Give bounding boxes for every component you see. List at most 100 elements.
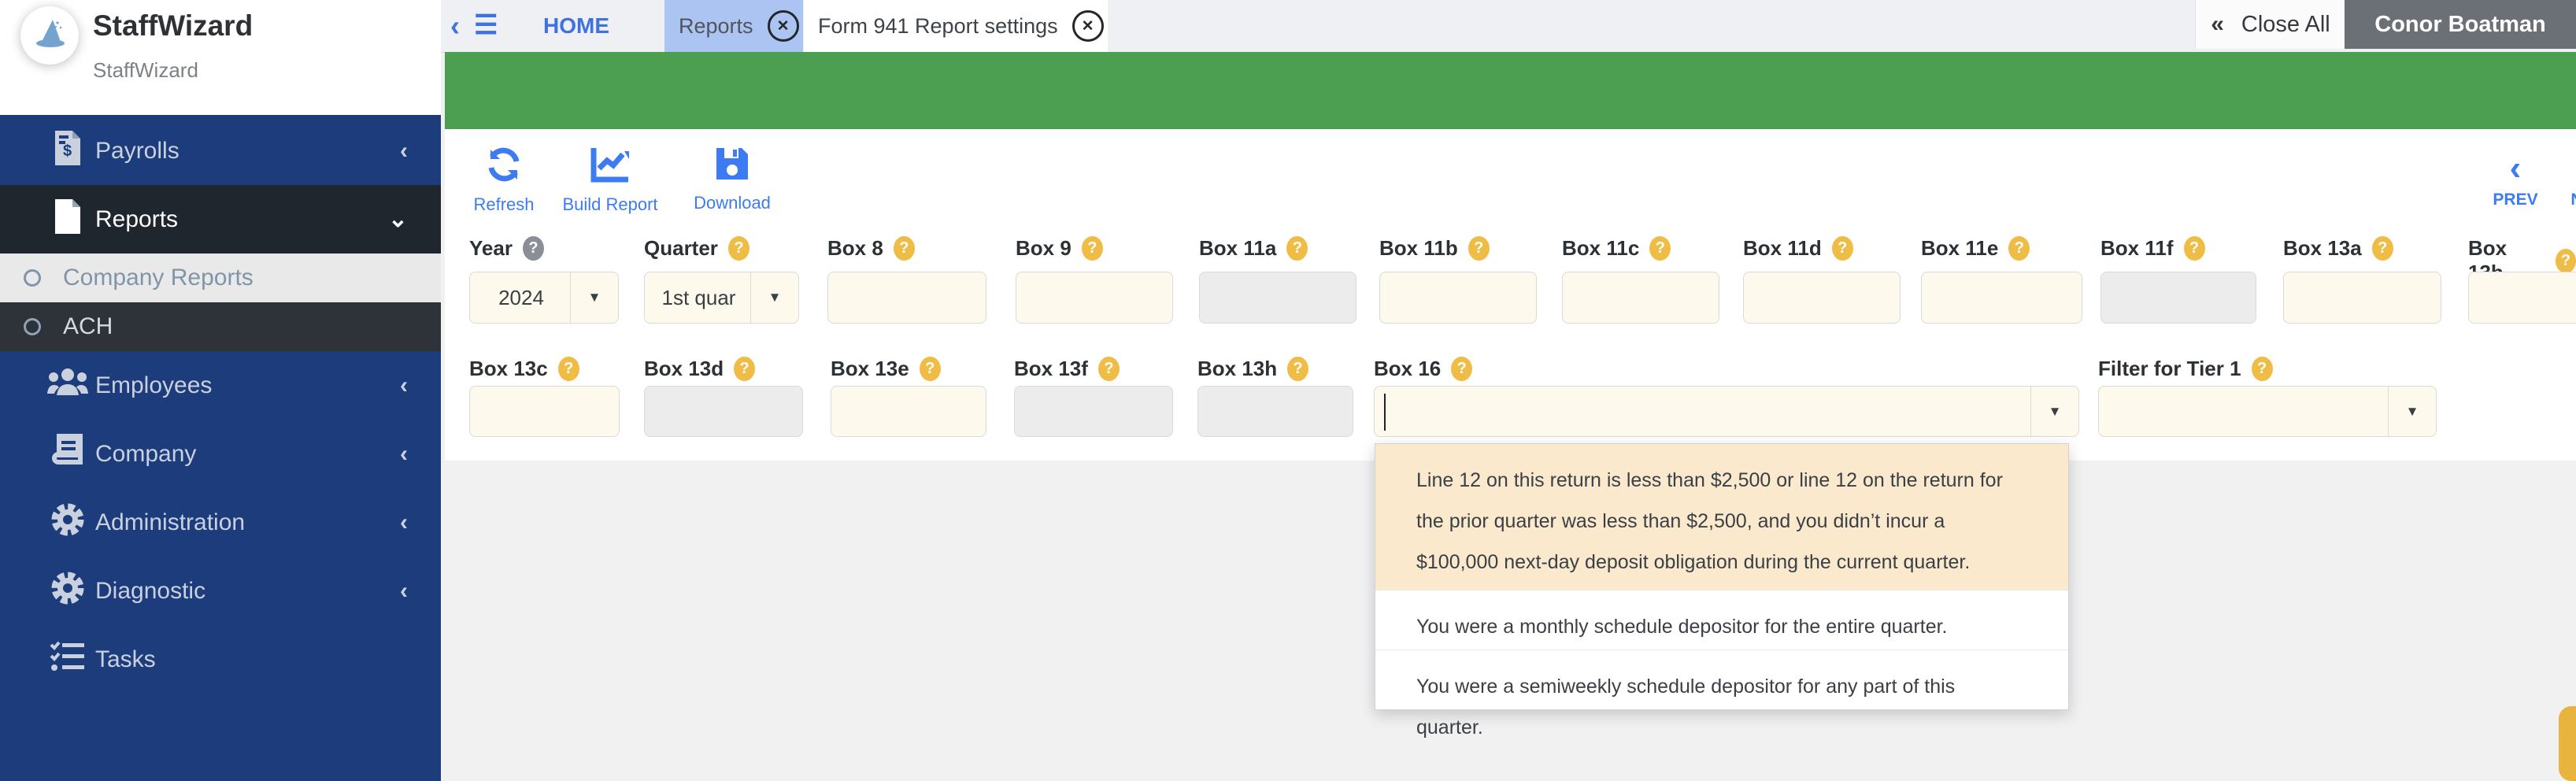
sidebar-item-diagnostic[interactable]: Diagnostic ‹ bbox=[0, 557, 441, 625]
help-icon[interactable]: ? bbox=[1097, 357, 1120, 381]
dropdown-option[interactable]: You were a monthly schedule depositor fo… bbox=[1375, 590, 2068, 650]
close-icon[interactable]: ✕ bbox=[767, 10, 799, 42]
box11a-input bbox=[1199, 272, 1356, 324]
app-subtitle: StaffWizard bbox=[93, 58, 198, 82]
sidebar-item-label: Payrolls bbox=[95, 137, 180, 164]
next-label: N bbox=[2565, 191, 2576, 209]
year-select[interactable]: 2024 ▼ bbox=[469, 272, 619, 324]
close-x-glyph: ✕ bbox=[776, 17, 790, 35]
sidebar-item-ach[interactable]: ACH bbox=[0, 302, 441, 351]
file-icon bbox=[47, 198, 88, 242]
build-report-button[interactable]: Build Report bbox=[551, 145, 669, 215]
refresh-button[interactable]: Refresh bbox=[445, 145, 563, 215]
build-report-label: Build Report bbox=[562, 194, 658, 214]
prev-button[interactable]: ‹ PREV bbox=[2480, 151, 2551, 209]
field-label-box13c: Box 13c? bbox=[469, 357, 579, 381]
user-menu[interactable]: Conor Boatman bbox=[2345, 0, 2576, 49]
back-icon[interactable]: ‹ bbox=[450, 9, 460, 42]
close-all-label: Close All bbox=[2241, 11, 2330, 37]
box13e-input[interactable] bbox=[831, 386, 986, 437]
tab-label: Reports bbox=[679, 13, 753, 38]
help-icon[interactable]: ? bbox=[1831, 236, 1853, 261]
svg-text:$: $ bbox=[63, 143, 72, 160]
box16-combobox[interactable]: ▼ bbox=[1374, 386, 2079, 437]
help-icon[interactable]: ? bbox=[919, 357, 941, 381]
sidebar-header: StaffWizard StaffWizard bbox=[0, 0, 441, 115]
help-icon[interactable]: ? bbox=[2251, 357, 2273, 381]
tab-reports[interactable]: Reports ✕ bbox=[664, 0, 803, 52]
hamburger-menu-icon[interactable]: ☰ bbox=[474, 10, 498, 40]
tab-home[interactable]: HOME bbox=[543, 13, 609, 38]
dropdown-option[interactable]: You were a semiweekly schedule depositor… bbox=[1375, 650, 2068, 738]
chevron-left-icon: ‹ bbox=[400, 137, 408, 164]
sidebar-item-reports[interactable]: Reports ⌄ bbox=[0, 185, 441, 254]
dropdown-option[interactable]: Line 12 on this return is less than $2,5… bbox=[1375, 444, 2068, 590]
field-label-box9: Box 9? bbox=[1016, 236, 1103, 261]
help-icon[interactable]: ? bbox=[734, 357, 756, 381]
app-title: StaffWizard bbox=[93, 9, 254, 42]
bullet-icon bbox=[24, 269, 41, 287]
filter-tier1-combobox[interactable]: ▼ bbox=[2098, 386, 2437, 437]
box11c-input[interactable] bbox=[1562, 272, 1719, 324]
sidebar-item-label: ACH bbox=[63, 313, 113, 339]
report-settings-panel: Year? Quarter? Box 8? Box 9? Box 11a? Bo… bbox=[445, 227, 2576, 461]
year-value: 2024 bbox=[498, 285, 544, 309]
dropdown-arrow-icon: ▼ bbox=[2388, 387, 2436, 436]
chevron-left-icon: ‹ bbox=[400, 440, 408, 467]
field-label-box13f: Box 13f? bbox=[1014, 357, 1120, 381]
box11e-input[interactable] bbox=[1921, 272, 2082, 324]
sidebar-item-administration[interactable]: Administration ‹ bbox=[0, 488, 441, 557]
help-icon[interactable]: ? bbox=[1451, 357, 1473, 381]
user-name: Conor Boatman bbox=[2374, 11, 2546, 37]
box16-dropdown-menu: Line 12 on this return is less than $2,5… bbox=[1375, 443, 2069, 738]
box11b-input[interactable] bbox=[1379, 272, 1537, 324]
tasks-icon bbox=[47, 641, 88, 679]
chevron-left-icon: ‹ bbox=[400, 509, 408, 535]
box8-input[interactable] bbox=[827, 272, 986, 324]
dropdown-arrow-icon: ▼ bbox=[750, 272, 798, 323]
help-icon[interactable]: ? bbox=[522, 236, 544, 261]
help-icon[interactable]: ? bbox=[2371, 236, 2393, 261]
box13b-input[interactable] bbox=[2468, 272, 2576, 324]
next-button[interactable]: N bbox=[2565, 191, 2576, 209]
users-icon bbox=[47, 367, 88, 405]
sidebar-item-company[interactable]: Company ‹ bbox=[0, 420, 441, 488]
box13h-input bbox=[1197, 386, 1353, 437]
sidebar-item-tasks[interactable]: Tasks bbox=[0, 625, 441, 694]
chevron-left-icon: ‹ bbox=[400, 372, 408, 398]
help-icon[interactable]: ? bbox=[2555, 248, 2576, 273]
help-icon[interactable]: ? bbox=[893, 236, 915, 261]
chart-line-icon bbox=[590, 148, 629, 183]
box13c-input[interactable] bbox=[469, 386, 620, 437]
help-icon[interactable]: ? bbox=[1287, 357, 1309, 381]
help-icon[interactable]: ? bbox=[2183, 236, 2205, 261]
sidebar-item-employees[interactable]: Employees ‹ bbox=[0, 351, 441, 420]
box13a-input[interactable] bbox=[2283, 272, 2441, 324]
box11f-input bbox=[2100, 272, 2256, 324]
box9-input[interactable] bbox=[1016, 272, 1173, 324]
box11d-input[interactable] bbox=[1743, 272, 1901, 324]
close-icon[interactable]: ✕ bbox=[1071, 10, 1104, 42]
tab-form-941-report-settings[interactable]: Form 941 Report settings ✕ bbox=[804, 0, 1108, 52]
sidebar-item-label: Company Reports bbox=[63, 265, 254, 291]
field-label-box11c: Box 11c? bbox=[1562, 236, 1671, 261]
download-button[interactable]: Download bbox=[673, 145, 791, 213]
help-icon[interactable]: ? bbox=[557, 357, 579, 381]
book-icon bbox=[47, 432, 88, 475]
help-icon[interactable]: ? bbox=[727, 236, 749, 261]
sidebar-item-payrolls[interactable]: $ Payrolls ‹ bbox=[0, 117, 441, 185]
box13f-input bbox=[1014, 386, 1173, 437]
help-icon[interactable]: ? bbox=[2008, 236, 2030, 261]
help-icon[interactable]: ? bbox=[1286, 236, 1308, 261]
help-icon[interactable]: ? bbox=[1468, 236, 1490, 261]
help-icon[interactable]: ? bbox=[1649, 236, 1671, 261]
help-icon[interactable]: ? bbox=[1081, 236, 1103, 261]
sidebar-item-label: Company bbox=[95, 440, 197, 467]
wizard-hat-icon bbox=[36, 20, 65, 47]
close-all-button[interactable]: « Close All bbox=[2195, 0, 2345, 49]
floating-action-tab[interactable] bbox=[2559, 706, 2576, 781]
sidebar-item-company-reports[interactable]: Company Reports bbox=[0, 254, 441, 302]
quarter-select[interactable]: 1st quar ▼ bbox=[644, 272, 799, 324]
box13d-input bbox=[644, 386, 803, 437]
